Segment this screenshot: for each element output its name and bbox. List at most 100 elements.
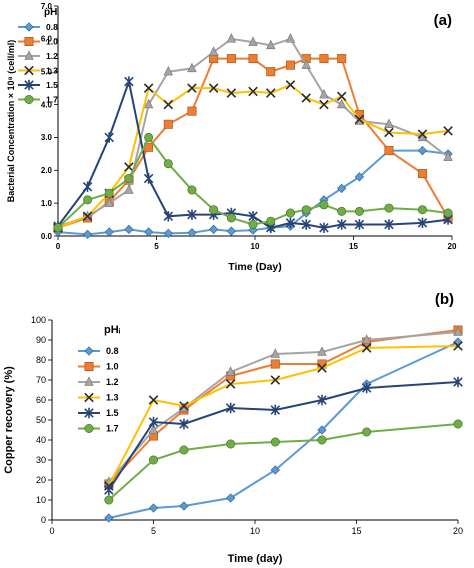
data-point <box>53 223 63 233</box>
data-point <box>317 363 327 373</box>
data-point <box>179 501 189 511</box>
series-line <box>108 329 459 485</box>
data-point <box>285 80 296 90</box>
series-line <box>108 423 459 501</box>
y-tick-label: 90 <box>36 335 46 345</box>
data-point <box>83 195 93 205</box>
data-point <box>248 211 258 222</box>
data-point <box>301 219 311 230</box>
data-point <box>104 495 114 505</box>
data-point <box>319 89 329 99</box>
data-point <box>270 375 281 385</box>
legend-label: 0.8 <box>106 346 119 356</box>
data-point <box>148 503 159 513</box>
legend-marker <box>84 361 94 371</box>
legend-label: 0.8 <box>46 22 58 32</box>
data-point <box>354 172 365 182</box>
legend-marker <box>24 22 34 32</box>
data-point <box>285 217 296 229</box>
data-point <box>226 226 236 236</box>
data-point <box>453 341 463 351</box>
legend-label: 1.5 <box>106 408 119 418</box>
data-point <box>417 217 428 229</box>
data-point <box>208 83 219 93</box>
data-point <box>104 227 114 237</box>
data-point <box>163 119 173 129</box>
data-point <box>179 445 189 455</box>
x-tick-label: 10 <box>251 242 260 251</box>
data-point <box>417 205 427 215</box>
legend-label: 1.0 <box>106 362 119 372</box>
series-line <box>108 341 459 519</box>
data-point <box>148 416 159 428</box>
data-point <box>337 206 347 216</box>
legend-marker <box>24 50 34 60</box>
data-point <box>270 404 281 416</box>
y-tick-label: 6.0 <box>41 35 53 44</box>
x-tick-label: 5 <box>151 526 156 536</box>
y-tick-label: 30 <box>36 455 46 465</box>
data-point <box>384 146 394 156</box>
data-point <box>453 376 463 388</box>
data-point <box>248 220 258 230</box>
legend-label: 1.0 <box>46 36 58 46</box>
legend-item: 1.0 <box>18 36 58 46</box>
data-point <box>453 326 463 336</box>
data-point <box>301 205 311 215</box>
data-point <box>270 465 280 475</box>
series-1.7 <box>53 132 453 233</box>
data-point <box>163 228 173 238</box>
series-line <box>108 331 459 483</box>
data-point <box>104 197 114 207</box>
y-tick-label: 2.0 <box>41 166 53 175</box>
data-point <box>163 66 174 76</box>
x-tick-label: 15 <box>351 526 361 536</box>
data-point <box>163 159 173 169</box>
data-point <box>270 437 280 447</box>
legend-item: 1.5 <box>78 407 119 419</box>
data-point <box>336 91 347 102</box>
x-tick-label: 10 <box>250 526 260 536</box>
data-point <box>225 379 236 389</box>
y-tick-label: 5.0 <box>41 68 53 77</box>
data-point <box>104 513 114 523</box>
data-point <box>124 76 134 87</box>
data-point <box>179 401 189 411</box>
legend-marker <box>84 407 94 419</box>
legend-marker <box>24 65 34 76</box>
data-point <box>336 219 347 230</box>
data-point <box>265 88 276 98</box>
data-point <box>285 208 295 218</box>
y-axis-label: Copper recovery (%) <box>3 366 15 474</box>
legend-item: 1.2 <box>18 50 58 61</box>
data-point <box>248 36 258 46</box>
data-point <box>285 60 295 70</box>
series-line <box>107 381 459 491</box>
data-point <box>453 419 463 429</box>
legend-item: 1.7 <box>18 94 58 104</box>
legend-item: 1.7 <box>78 424 119 434</box>
legend-marker <box>84 346 94 356</box>
legend-item: 0.8 <box>78 346 119 356</box>
data-point <box>362 427 372 437</box>
legend-label: 1.5 <box>46 80 58 90</box>
chart-panel-b: 0 10 20 30 40 50 60 70 80 90 100 0 5 10 15 20 Time (day)… <box>3 291 463 565</box>
data-point <box>417 129 428 139</box>
x-tick-label: 20 <box>448 242 457 251</box>
data-point <box>361 382 372 394</box>
data-point <box>187 106 197 116</box>
data-point <box>361 343 372 353</box>
data-point <box>104 188 114 198</box>
data-point <box>208 46 219 56</box>
y-tick-label: 4.0 <box>41 100 53 109</box>
legend-marker <box>84 423 94 433</box>
data-point <box>317 394 327 406</box>
data-point <box>319 54 329 64</box>
legend-marker <box>24 36 34 46</box>
data-point <box>354 206 364 216</box>
y-tick-label: 60 <box>36 395 46 405</box>
series-1.5 <box>104 376 463 496</box>
data-point <box>143 98 154 109</box>
legend: pHᵢ 0.8 1.0 1.2 1.3 1.5 1.7 <box>78 324 121 434</box>
